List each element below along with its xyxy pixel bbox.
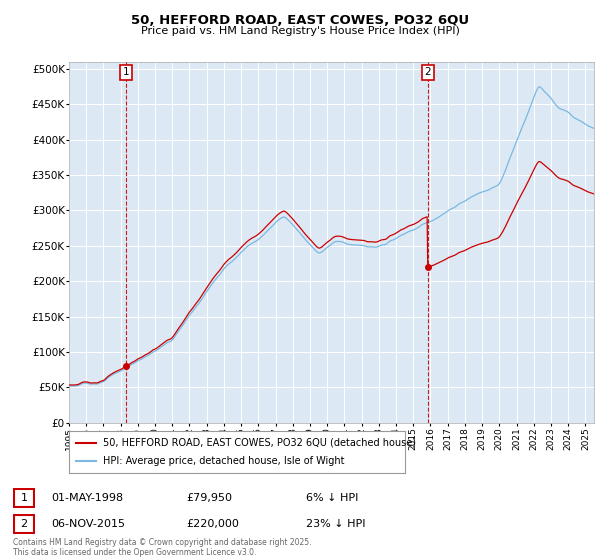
Text: £79,950: £79,950 [186,493,232,503]
Text: 2: 2 [424,67,431,77]
Text: 01-MAY-1998: 01-MAY-1998 [51,493,123,503]
Text: 1: 1 [123,67,130,77]
Text: Price paid vs. HM Land Registry's House Price Index (HPI): Price paid vs. HM Land Registry's House … [140,26,460,36]
Text: 6% ↓ HPI: 6% ↓ HPI [306,493,358,503]
Text: Contains HM Land Registry data © Crown copyright and database right 2025.
This d: Contains HM Land Registry data © Crown c… [13,538,312,557]
Text: 23% ↓ HPI: 23% ↓ HPI [306,519,365,529]
Text: 50, HEFFORD ROAD, EAST COWES, PO32 6QU (detached house): 50, HEFFORD ROAD, EAST COWES, PO32 6QU (… [103,438,416,448]
Text: £220,000: £220,000 [186,519,239,529]
Text: 50, HEFFORD ROAD, EAST COWES, PO32 6QU: 50, HEFFORD ROAD, EAST COWES, PO32 6QU [131,14,469,27]
Text: 06-NOV-2015: 06-NOV-2015 [51,519,125,529]
Text: 2: 2 [20,519,28,529]
Text: 1: 1 [20,493,28,503]
Text: HPI: Average price, detached house, Isle of Wight: HPI: Average price, detached house, Isle… [103,456,344,466]
